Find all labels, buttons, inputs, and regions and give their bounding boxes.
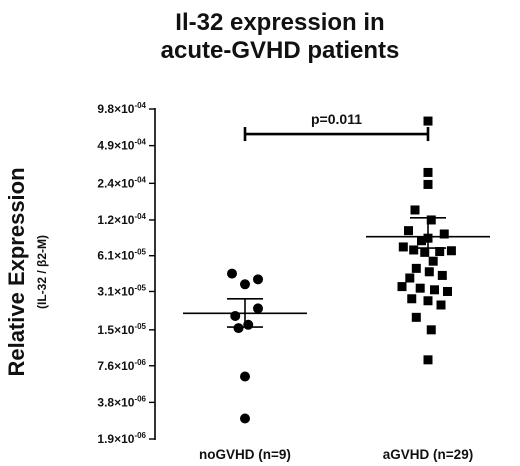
y-tick-label-4: 6.1×10-05 [97, 248, 146, 263]
y-axis-label: Relative Expression [4, 167, 29, 376]
point-1-17 [437, 270, 447, 280]
point-1-25 [436, 300, 446, 310]
x-category-label-1: aGVHD (n=29) [383, 447, 473, 462]
y-tick-label-6: 1.5×10-05 [97, 322, 146, 337]
point-1-14 [428, 256, 438, 266]
point-1-2 [423, 179, 433, 189]
y-tick-label-8: 3.8×10-06 [97, 394, 146, 409]
point-1-8 [417, 236, 426, 246]
p-value-label-0: p=0.011 [311, 111, 362, 127]
point-1-13 [446, 246, 456, 256]
point-0-1 [253, 274, 263, 285]
point-1-0 [423, 116, 433, 126]
annotations: p=0.011 [243, 111, 430, 142]
point-1-28 [423, 355, 433, 365]
point-1-19 [397, 282, 407, 292]
point-1-5 [404, 226, 413, 236]
point-1-9 [398, 242, 408, 252]
x-category-label-0: noGVHD (n=9) [199, 447, 291, 462]
point-1-3 [410, 205, 420, 215]
point-0-8 [240, 413, 250, 424]
y-tick-label-9: 1.9×10-06 [97, 431, 146, 446]
data-points [227, 116, 456, 424]
point-1-20 [415, 283, 425, 293]
y-tick-label-5: 3.1×10-05 [97, 283, 146, 298]
point-1-12 [435, 247, 445, 257]
y-tick-label-3: 1.2×10-04 [97, 212, 146, 227]
y-tick-label-7: 7.6×10-06 [97, 358, 146, 373]
point-1-10 [409, 245, 419, 255]
point-0-4 [230, 310, 241, 321]
point-1-11 [420, 247, 430, 257]
point-1-6 [439, 229, 449, 239]
point-1-1 [423, 167, 433, 177]
mean-sem-bars [183, 217, 490, 328]
point-0-2 [240, 279, 250, 290]
chart-title-line-2: acute-GVHD patients [161, 37, 400, 64]
point-1-27 [426, 325, 436, 335]
point-0-6 [233, 323, 244, 334]
point-1-18 [405, 273, 415, 283]
point-1-22 [443, 286, 452, 296]
point-1-16 [424, 267, 434, 277]
point-1-24 [423, 296, 433, 306]
point-0-0 [227, 268, 237, 279]
y-tick-label-2: 2.4×10-04 [97, 175, 146, 190]
y-axis-sublabel: (IL-32 / β2-M) [35, 235, 49, 309]
point-0-7 [240, 371, 250, 382]
y-tick-label-1: 4.9×10-04 [97, 138, 146, 153]
point-1-26 [411, 312, 421, 322]
point-0-3 [253, 303, 263, 314]
y-tick-label-0: 9.8×10-04 [97, 101, 146, 116]
point-1-23 [407, 294, 417, 304]
point-1-4 [426, 215, 436, 225]
point-1-15 [411, 263, 421, 273]
y-ticks: 9.8×10-04 4.9×10-04 2.4×10-04 1.2×10-04 6.1×… [97, 101, 155, 446]
point-1-21 [430, 285, 439, 295]
chart-title-line-1: Il-32 expression in [175, 9, 384, 36]
x-categories: noGVHD (n=9) aGVHD (n=29) [199, 447, 473, 462]
